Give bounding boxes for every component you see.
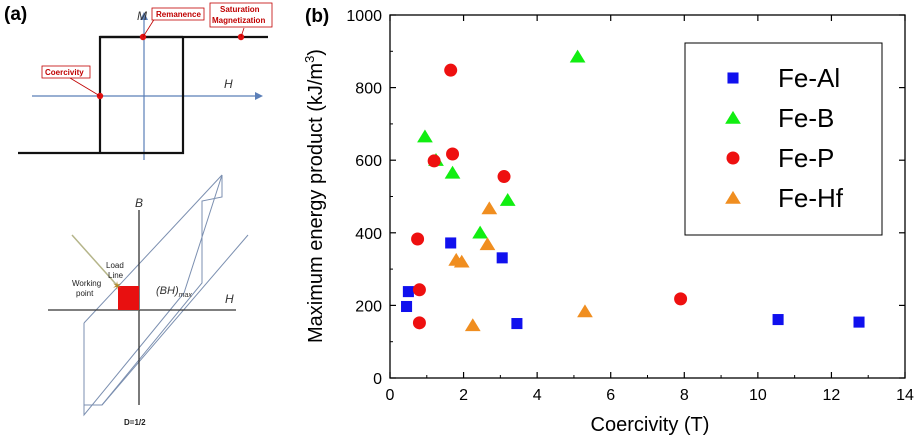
d-label: D=1/2 [124, 418, 146, 427]
point-fe-b [569, 49, 586, 63]
y-tick-label: 1000 [346, 8, 382, 25]
legend-label-fe-p: Fe-P [778, 143, 834, 173]
x-tick-label: 10 [749, 387, 767, 404]
m-axis-label: M [137, 9, 147, 23]
point-fe-p [444, 63, 458, 77]
y-tick-label: 800 [355, 81, 382, 98]
legend-marker-fe-b [725, 110, 741, 124]
bhmax-rectangle [118, 286, 139, 310]
bh-h-axis-label: H [225, 292, 234, 306]
y-tick-label: 0 [373, 371, 382, 388]
legend-marker-fe-p [726, 151, 740, 165]
y-tick-label: 400 [355, 226, 382, 243]
panel-a-label: (a) [4, 4, 28, 25]
point-fe-p [674, 292, 688, 306]
point-fe-al [496, 252, 508, 264]
scatter-chart: 0 2 4 6 8 10 12 14 0 200 400 600 800 1000 Fe-Al Fe-B Fe… [302, 8, 914, 436]
point-fe-al [772, 314, 784, 326]
load-line-label-2: Line [108, 271, 124, 280]
point-fe-b [472, 225, 488, 239]
coercivity-label: Coercivity [45, 68, 84, 77]
point-fe-p [412, 316, 426, 330]
point-fe-p [412, 283, 426, 297]
saturation-label-2: Magnetization [212, 16, 265, 25]
point-fe-p [427, 154, 441, 168]
point-fe-al [511, 318, 523, 330]
legend-label-fe-b: Fe-B [778, 103, 834, 133]
point-fe-al [401, 300, 413, 313]
x-tick-label: 8 [680, 387, 689, 404]
remanence-label: Remanence [156, 10, 201, 19]
hysteresis-diagram: Remanence Saturation Magnetization Coerc… [18, 2, 273, 160]
panel-b-label: (b) [305, 6, 330, 27]
bh-b-axis-label: B [135, 196, 143, 210]
x-tick-label: 12 [823, 387, 841, 404]
m-axis-arrow [140, 12, 148, 20]
working-point-label-1: Working [72, 279, 101, 288]
y-tick-label: 200 [355, 298, 382, 315]
point-fe-hf [453, 254, 470, 268]
point-fe-al [853, 316, 865, 328]
saturation-label-1: Saturation [220, 5, 260, 14]
bh-diagram: ✶ B H Load Line Working point (BH)max D=… [48, 174, 249, 427]
legend-box [684, 42, 883, 236]
working-point-star: ✶ [112, 279, 122, 293]
x-tick-label: 6 [606, 387, 615, 404]
hysteresis-loop [18, 35, 268, 155]
point-fe-b [417, 129, 433, 143]
point-fe-al [445, 237, 457, 249]
legend-marker-fe-al [727, 72, 739, 84]
x-axis-title: Coercivity (T) [591, 414, 710, 436]
bhmax-label: (BH)max [156, 285, 192, 299]
point-fe-p [497, 170, 511, 184]
x-tick-label: 4 [533, 387, 542, 404]
point-fe-b [499, 192, 516, 206]
h-axis-label: H [224, 77, 233, 91]
legend-label-fe-hf: Fe-Hf [778, 183, 844, 213]
point-fe-al [402, 286, 414, 298]
point-fe-p [411, 232, 425, 246]
point-fe-hf [481, 201, 498, 215]
h-axis-arrow [255, 92, 263, 100]
point-fe-p [446, 147, 460, 161]
legend-label-fe-al: Fe-Al [778, 63, 840, 93]
x-tick-label: 14 [896, 387, 914, 404]
x-tick-label: 0 [386, 387, 395, 404]
point-fe-hf [464, 318, 481, 332]
legend-marker-fe-hf [725, 190, 741, 204]
bh-loop [83, 174, 223, 417]
point-fe-hf [577, 304, 593, 318]
x-tick-label: 2 [459, 387, 468, 404]
point-fe-hf [479, 237, 496, 251]
load-line-label-1: Load [106, 261, 124, 270]
y-tick-label: 600 [355, 153, 382, 170]
working-point-label-2: point [76, 289, 94, 298]
y-axis-title: Maximum energy product (kJ/m3) [302, 49, 327, 343]
point-fe-b [444, 165, 461, 179]
